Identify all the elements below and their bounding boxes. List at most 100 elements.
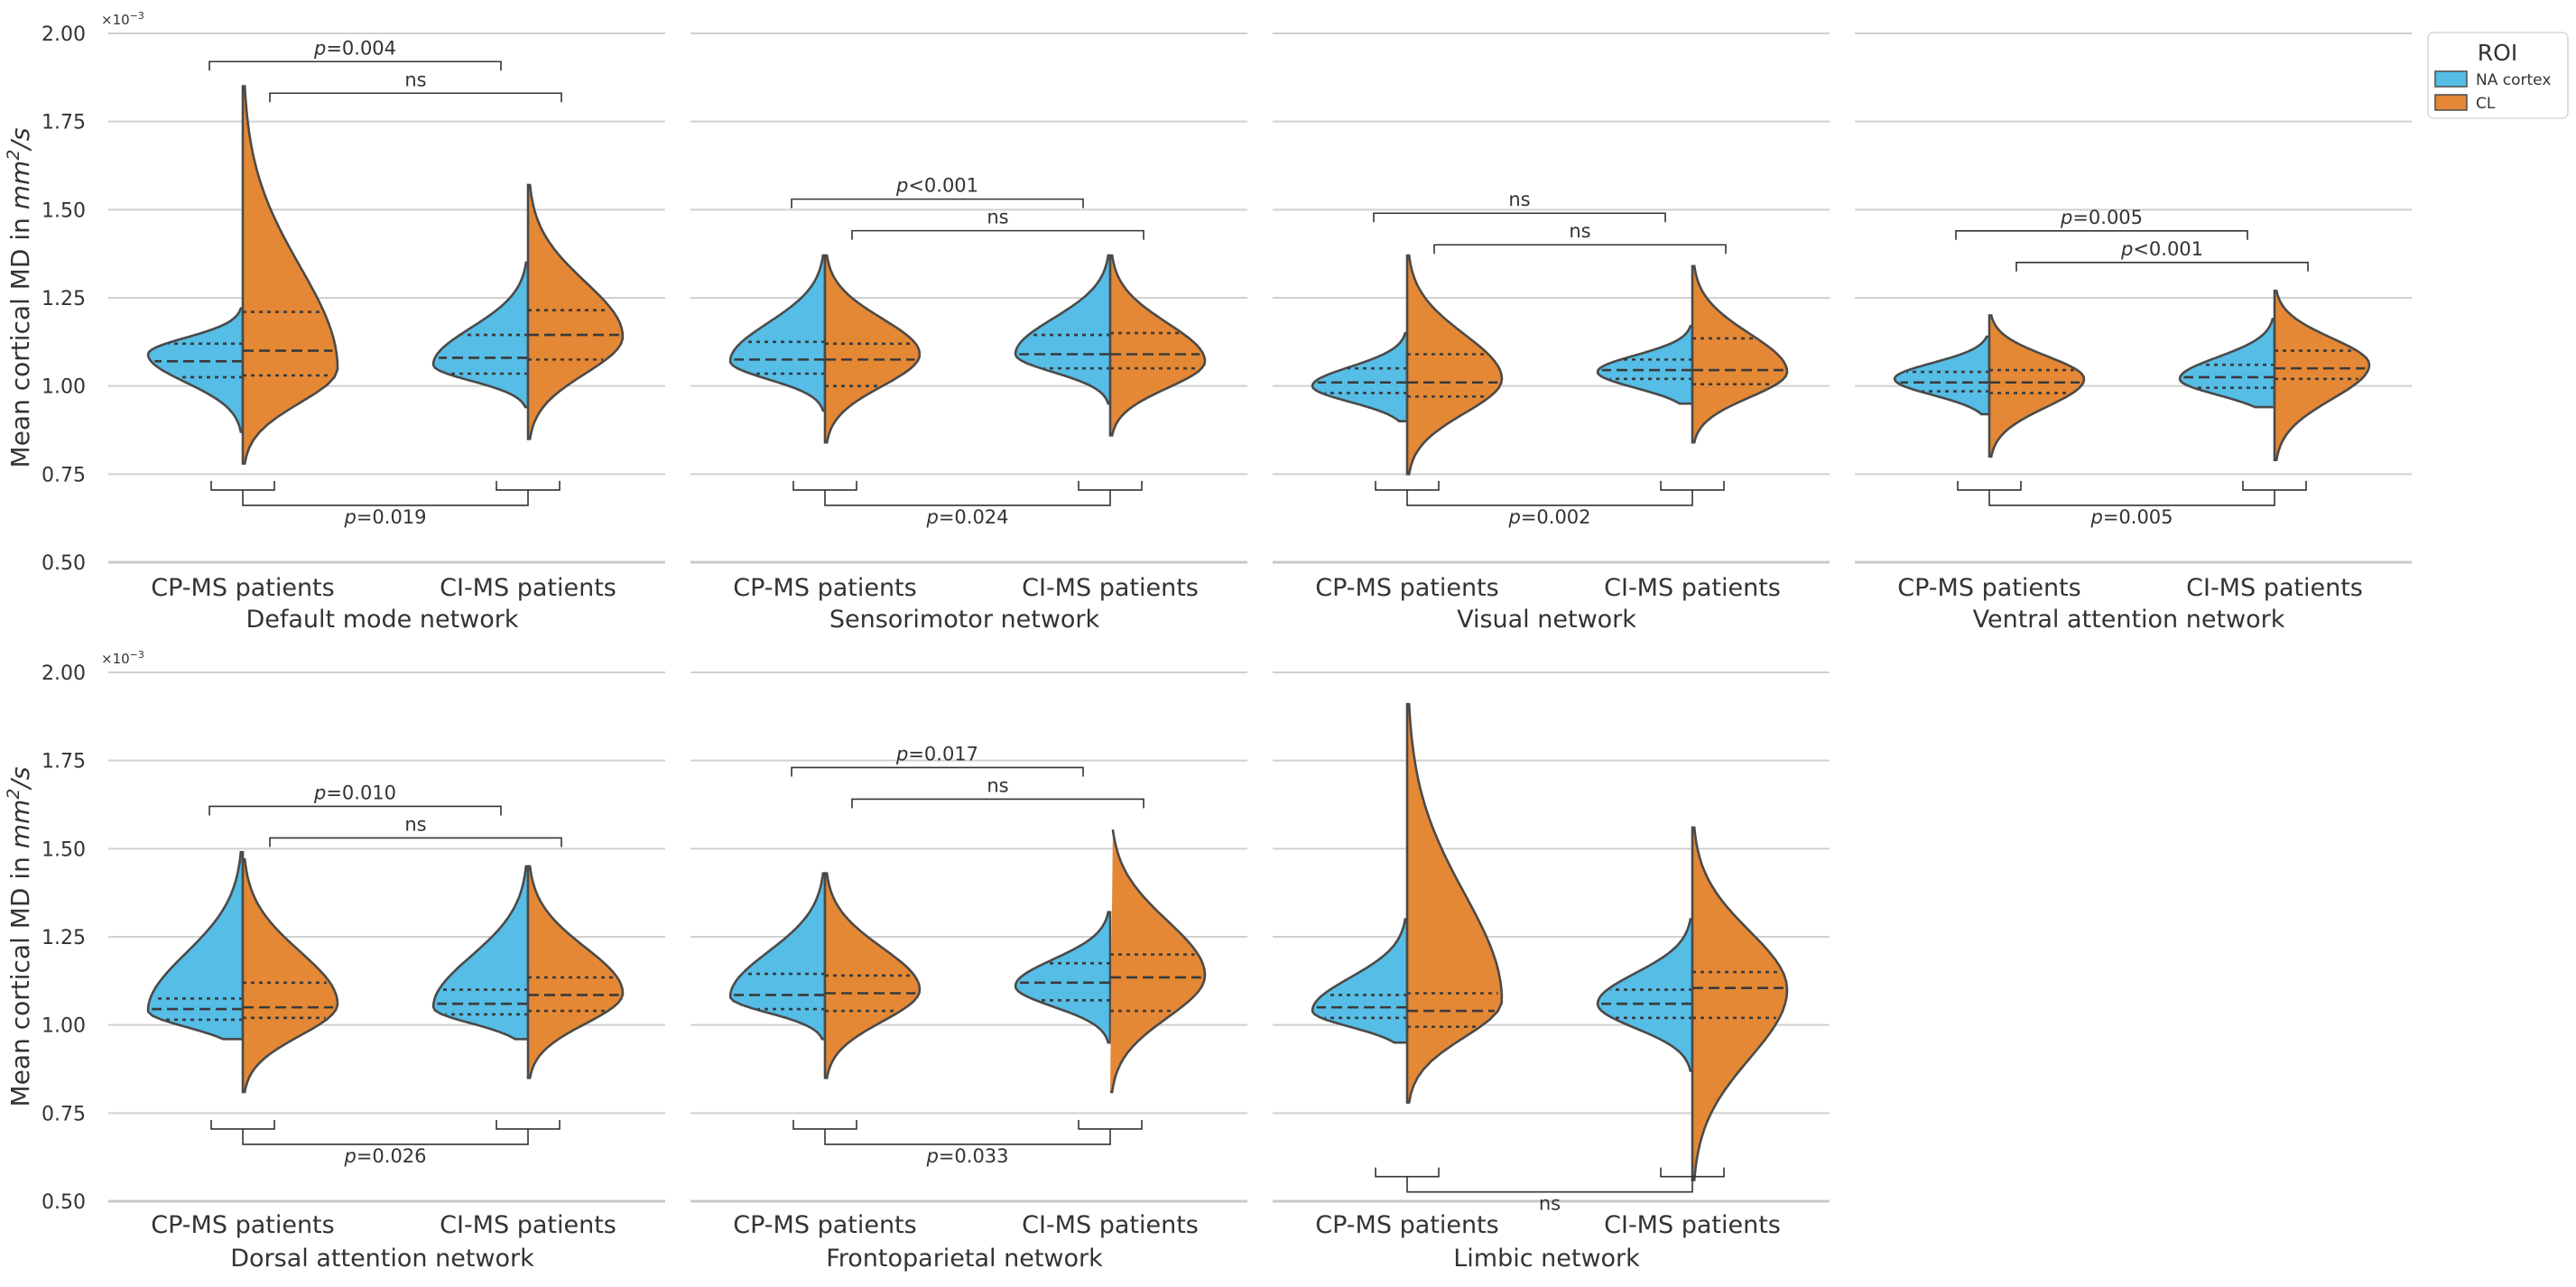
pair-bracket: [210, 1119, 275, 1130]
y-tick-label: 1.50: [42, 838, 86, 861]
sig-bracket: [1955, 229, 2248, 240]
violin-na-ci-ms: [1014, 254, 1112, 405]
sig-label: ns: [987, 207, 1008, 228]
legend-swatch: [2434, 94, 2468, 111]
panel-title: Default mode network: [246, 606, 518, 634]
panel-frontoparietal-network: CP-MS patients CI-MS patients Frontopariet…: [690, 671, 1247, 1273]
legend-label: NA cortex: [2476, 71, 2551, 89]
panel-title: Ventral attention network: [1973, 606, 2285, 634]
sig-bracket: [1373, 212, 1666, 223]
panel-dorsal-attention-network: 0.50 0.75 1.00 1.25 1.50 1.75 2.00 ×10−3 Mean co…: [4, 649, 665, 1273]
x-tick-label: CP-MS patients: [151, 574, 334, 602]
sig-label: p=0.010: [313, 782, 396, 803]
violin-cl-ci-ms: [1691, 826, 1789, 1181]
violin-na-cp-ms: [146, 307, 245, 433]
y-tick-label: 1.75: [42, 112, 86, 134]
sig-label: p=0.019: [343, 506, 426, 528]
y-tick-label: 0.50: [42, 1191, 86, 1214]
violin-cl-cp-ms: [823, 254, 922, 444]
violin-cl-cp-ms: [823, 872, 922, 1079]
x-tick-label: CP-MS patients: [733, 574, 916, 602]
sig-bracket: [1406, 489, 1693, 506]
panel-sensorimotor-network: CP-MS patients CI-MS patients Sensorimotor…: [690, 32, 1247, 634]
sig-bracket: [208, 805, 502, 816]
pair-bracket: [1660, 480, 1725, 491]
y-axis-label: Mean cortical MD in mm2/s: [4, 128, 35, 468]
y-tick-label: 0.75: [42, 1103, 86, 1125]
pair-bracket: [2242, 480, 2307, 491]
sig-label: p=0.017: [895, 743, 978, 764]
violin-na-cp-ms: [146, 850, 245, 1041]
pair-bracket: [1078, 1119, 1143, 1130]
y-tick-label: 0.75: [42, 464, 86, 486]
pair-bracket: [1078, 480, 1143, 491]
x-tick-label: CP-MS patients: [1315, 1211, 1498, 1239]
legend: ROI NA cortex CL: [2427, 32, 2569, 119]
pair-bracket: [496, 1119, 561, 1130]
pair-bracket: [792, 1119, 857, 1130]
violin-na-ci-ms: [431, 865, 530, 1041]
pair-bracket: [792, 480, 857, 491]
y-tick-label: 2.00: [42, 662, 86, 685]
y-tick-label: 1.00: [42, 1015, 86, 1038]
panel-title: Frontoparietal network: [826, 1245, 1103, 1273]
sig-bracket: [851, 798, 1144, 809]
violin-na-cp-ms: [728, 872, 827, 1041]
sig-label: p<0.001: [2120, 238, 2203, 260]
sig-label: p=0.005: [2090, 506, 2173, 528]
legend-title: ROI: [2478, 40, 2517, 66]
y-tick-label: 0.50: [42, 552, 86, 575]
sig-label: p=0.005: [2060, 207, 2143, 228]
panel-title: Dorsal attention network: [230, 1245, 534, 1273]
violin-na-ci-ms: [2178, 318, 2276, 409]
sig-label: ns: [1508, 189, 1530, 210]
sig-bracket: [208, 60, 502, 71]
y-tick-label: 1.75: [42, 751, 86, 773]
sig-label: p=0.024: [925, 506, 1008, 528]
violin-na-cp-ms: [1311, 331, 1409, 423]
panel-default-mode-network: 0.50 0.75 1.00 1.25 1.50 1.75 2.00 ×10−3 Mean co…: [4, 10, 665, 634]
violin-na-ci-ms: [1596, 918, 1694, 1072]
x-tick-label: CP-MS patients: [151, 1211, 334, 1239]
sig-label: ns: [987, 774, 1008, 796]
sig-label: ns: [1569, 220, 1590, 242]
panel-ventral-attention-network: CP-MS patients CI-MS patients Ventral atte…: [1855, 32, 2412, 634]
sig-bracket: [824, 489, 1111, 506]
violin-cl-cp-ms: [1405, 702, 1504, 1104]
violin-cl-cp-ms: [1988, 314, 2086, 458]
sig-bracket: [269, 92, 562, 103]
y-axis-label: Mean cortical MD in mm2/s: [4, 767, 35, 1107]
sig-bracket: [269, 837, 562, 847]
scale-factor-label: ×10−3: [101, 649, 144, 667]
pair-bracket: [1660, 1167, 1725, 1178]
scale-factor-label: ×10−3: [101, 10, 144, 28]
pair-bracket: [210, 480, 275, 491]
violin-cl-ci-ms: [526, 865, 625, 1079]
x-tick-label: CI-MS patients: [440, 1211, 616, 1239]
violin-cl-cp-ms: [241, 857, 339, 1094]
sig-label: p=0.033: [925, 1145, 1008, 1167]
x-tick-label: CP-MS patients: [733, 1211, 916, 1239]
violin-cl-ci-ms: [2273, 289, 2371, 462]
panel-title: Limbic network: [1453, 1245, 1640, 1273]
y-tick-label: 1.00: [42, 376, 86, 399]
x-tick-label: CP-MS patients: [1897, 574, 2080, 602]
panel-limbic-network: CP-MS patients CI-MS patients Limbic netwo…: [1273, 671, 1830, 1273]
x-tick-label: CP-MS patients: [1315, 574, 1498, 602]
legend-swatch: [2434, 70, 2468, 88]
y-tick-label: 2.00: [42, 23, 86, 46]
violin-na-ci-ms: [431, 261, 530, 409]
x-tick-label: CI-MS patients: [1022, 574, 1199, 602]
panel-title: Visual network: [1457, 606, 1636, 634]
panel-title: Sensorimotor network: [829, 606, 1100, 634]
sig-bracket: [1433, 244, 1727, 255]
sig-label: ns: [404, 813, 426, 835]
sig-bracket: [242, 1128, 529, 1145]
violin-cl-cp-ms: [241, 85, 339, 465]
violin-cl-cp-ms: [1405, 254, 1504, 476]
y-tick-label: 1.25: [42, 927, 86, 949]
pair-bracket: [1957, 480, 2022, 491]
x-tick-label: CI-MS patients: [440, 574, 616, 602]
pair-bracket: [1375, 1167, 1440, 1178]
